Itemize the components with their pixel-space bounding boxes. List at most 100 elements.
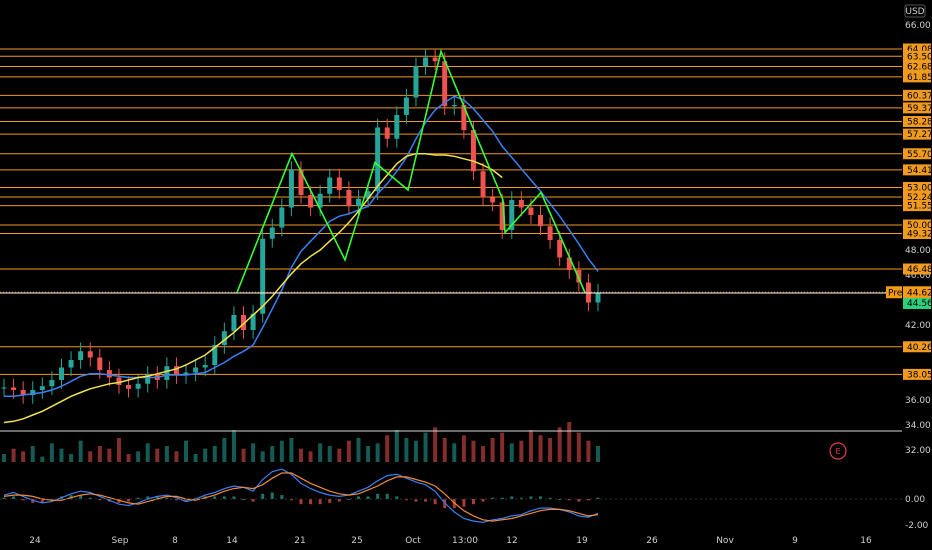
level-badge-label: 58.28 — [907, 118, 932, 128]
macd-histogram-bar — [299, 499, 303, 505]
volume-bar — [509, 443, 514, 462]
candle-body — [576, 270, 582, 283]
level-badge-label: 60.37 — [907, 91, 932, 101]
price-tick-label: 32.00 — [905, 446, 931, 456]
macd-histogram-bar — [404, 499, 408, 501]
volume-bar — [308, 451, 313, 462]
candle-body — [595, 292, 601, 303]
macd-histogram-bar — [270, 492, 274, 499]
pattern-drawing[interactable] — [0, 48, 902, 294]
earnings-marker[interactable]: E — [829, 442, 847, 460]
price-tick-label: 42.00 — [905, 321, 931, 331]
candle-body — [279, 207, 285, 228]
candle-body — [106, 370, 112, 378]
macd-histogram-bar — [366, 496, 370, 499]
volume-bar — [126, 454, 131, 462]
volume-bar — [327, 446, 332, 462]
level-badge-label: 55.70 — [907, 150, 932, 160]
macd-signal-line — [3, 472, 599, 522]
volume-bar — [289, 438, 294, 462]
level-badge — [903, 182, 931, 193]
macd-histogram-bar — [261, 493, 265, 499]
level-badge — [903, 341, 931, 353]
volume-bar — [279, 440, 284, 462]
price-tick-label: 34.00 — [905, 421, 931, 431]
volume-bar — [260, 451, 265, 462]
volume-pane — [2, 422, 600, 462]
time-axis[interactable]: 24 Sep 8 14 21 25 Oct 13:00 12 19 26 Nov 9 16 — [29, 536, 872, 546]
time-tick-label: 19 — [576, 536, 588, 546]
macd-histogram-bar — [424, 499, 428, 502]
pattern-zigzag[interactable] — [236, 48, 586, 293]
macd-histogram-bar — [12, 496, 16, 499]
earnings-icon[interactable] — [829, 442, 847, 460]
candle-body — [212, 345, 218, 365]
volume-bar — [2, 454, 6, 462]
volume-bar — [538, 435, 543, 462]
candle-body — [490, 197, 496, 203]
ema-line — [4, 95, 599, 398]
candle-body — [288, 170, 294, 208]
candle-body — [173, 366, 179, 375]
macd-tick-label: 0.00 — [905, 495, 925, 505]
price-tick-label: 66.00 — [905, 21, 931, 31]
level-badge-label: 38.05 — [907, 370, 932, 380]
candle-body — [346, 190, 352, 207]
candle-body — [470, 130, 476, 172]
candle-body — [538, 215, 544, 227]
level-badge — [903, 128, 931, 140]
price-tick-label: 48.00 — [905, 246, 931, 256]
macd-histogram-bar — [165, 497, 169, 499]
level-badge — [903, 148, 931, 160]
volume-bar — [471, 440, 476, 462]
candle-body — [250, 313, 256, 330]
volume-bar — [30, 446, 35, 462]
level-badge — [903, 71, 931, 83]
premarket-tag-label: Pre — [888, 288, 903, 298]
level-badge — [903, 164, 931, 176]
candle-body — [308, 195, 314, 208]
macd-histogram-bar — [21, 499, 25, 501]
ma-line — [3, 152, 503, 424]
macd-histogram-bar — [69, 495, 73, 499]
level-badge-label: 57.27 — [907, 130, 932, 140]
candle-body — [528, 207, 534, 215]
level-badge — [903, 200, 931, 212]
macd-histogram-bar — [280, 495, 284, 499]
macd-histogram-bar — [586, 499, 590, 501]
macd-histogram-bar — [174, 499, 178, 501]
volume-bar — [596, 446, 600, 462]
volume-bar — [433, 427, 438, 462]
horizontal-levels[interactable] — [0, 48, 902, 432]
time-tick-label: 13:00 — [452, 536, 478, 546]
volume-bar — [155, 448, 160, 462]
volume-bar — [59, 448, 64, 462]
currency-badge[interactable] — [904, 4, 926, 18]
volume-bar — [318, 443, 323, 462]
volume-bar — [394, 430, 399, 462]
level-badge-label: 53.00 — [907, 184, 932, 194]
price-tick-label: 36.00 — [905, 396, 931, 406]
volume-bar — [423, 432, 428, 462]
macd-histogram-bar — [222, 496, 226, 499]
macd-histogram-bar — [318, 499, 322, 505]
macd-histogram-bar — [414, 499, 418, 502]
volume-bar — [164, 446, 169, 462]
macd-histogram-bar — [471, 499, 475, 505]
candle-body — [375, 127, 381, 192]
volume-bar — [21, 451, 26, 462]
candle-body — [566, 257, 572, 270]
time-tick-label: 26 — [646, 536, 658, 546]
volume-bar — [356, 438, 361, 462]
macd-histogram-bar — [548, 497, 552, 499]
macd-histogram-bar — [433, 499, 437, 505]
volume-bar — [69, 454, 74, 462]
macd-histogram-bar — [88, 497, 92, 499]
macd-histogram-bar — [79, 495, 83, 499]
level-badge — [903, 50, 931, 62]
moving-averages — [3, 95, 599, 424]
candle-body — [451, 105, 457, 107]
macd-histogram-bar — [328, 499, 332, 503]
